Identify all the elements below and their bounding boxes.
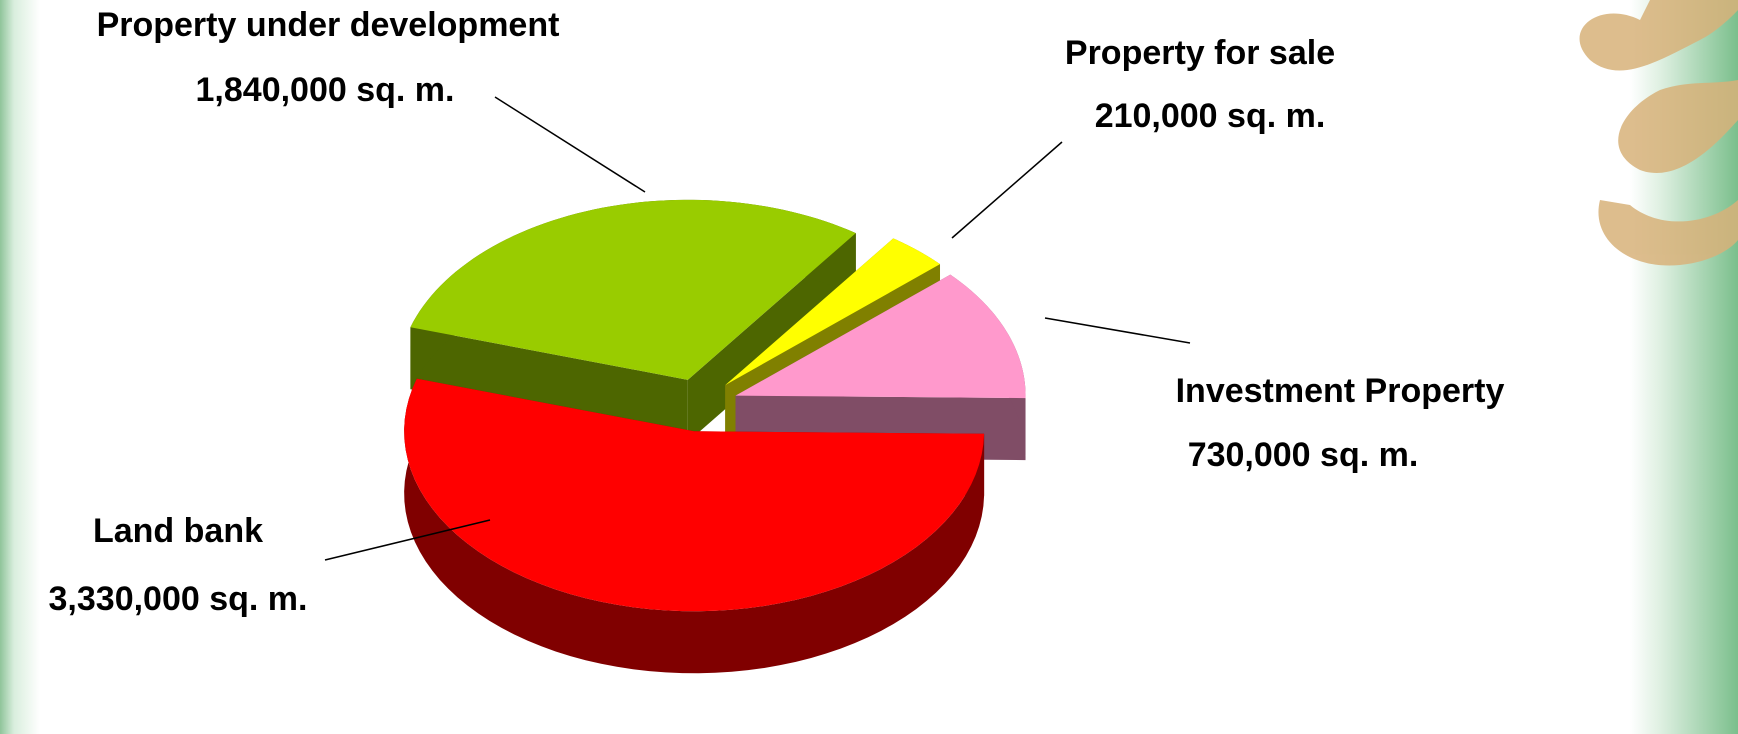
slice	[725, 238, 941, 386]
slice-label: Land bank	[93, 512, 263, 550]
slice	[404, 378, 985, 612]
leader-line	[1044, 317, 1191, 344]
slice	[735, 274, 1026, 399]
value-label: 730,000 sq. m.	[1188, 436, 1419, 474]
value-label: 3,330,000 sq. m.	[49, 580, 308, 618]
value-label: 1,840,000 sq. m.	[196, 71, 455, 109]
pie	[404, 199, 1026, 674]
leader-line	[951, 141, 1063, 239]
slice	[410, 199, 856, 380]
leader-line	[494, 96, 646, 193]
slice-wall	[404, 378, 985, 674]
slice-label: Property under development	[97, 6, 560, 44]
slice-side	[410, 327, 688, 442]
value-label: 210,000 sq. m.	[1095, 97, 1326, 135]
decoration	[1579, 0, 1738, 266]
labels: Property under development 1,840,000 sq. …	[49, 6, 1505, 618]
slice-label: Investment Property	[1176, 372, 1505, 410]
slice-label: Property for sale	[1065, 34, 1335, 72]
leader-line	[324, 519, 491, 561]
